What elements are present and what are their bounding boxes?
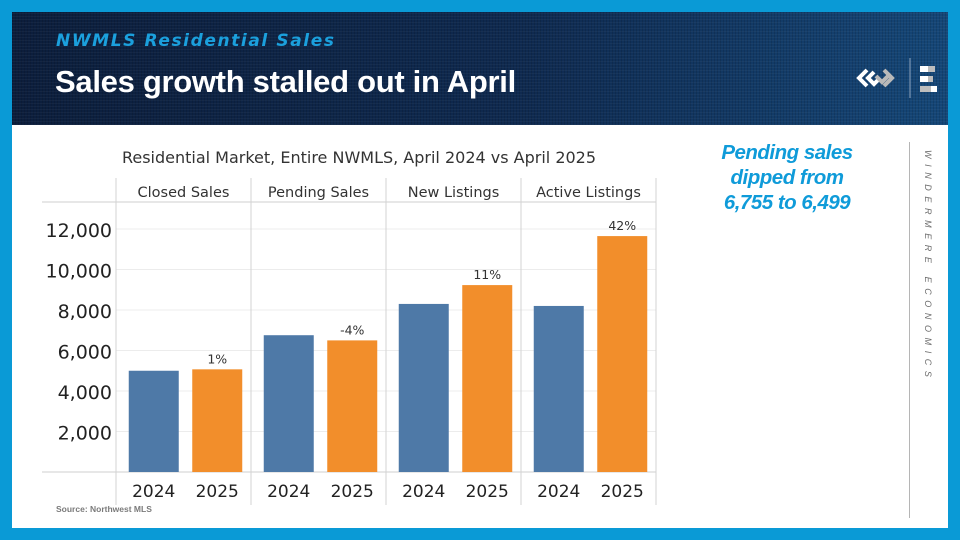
bar-2025 <box>462 285 513 472</box>
bar-2025 <box>327 340 378 472</box>
bar-2025 <box>192 369 243 472</box>
header-kicker: NWMLS Residential Sales <box>56 31 336 51</box>
diamond-mark-icon <box>856 68 895 88</box>
change-label: -4% <box>340 322 364 337</box>
bar-2025 <box>597 236 648 472</box>
y-tick-label: 4,000 <box>58 382 112 404</box>
bar-2024 <box>263 335 314 472</box>
x-tick-label: 2024 <box>267 482 310 502</box>
category-header: New Listings <box>408 185 500 201</box>
y-tick-label: 12,000 <box>46 220 112 242</box>
source-note: Source: Northwest MLS <box>56 504 152 514</box>
x-tick-label: 2025 <box>601 482 644 502</box>
slide-title: Sales growth stalled out in April <box>55 64 516 99</box>
economics-e-icon <box>920 66 937 92</box>
bar-2024 <box>398 303 449 472</box>
category-header: Active Listings <box>536 185 641 201</box>
x-tick-label: 2024 <box>402 482 445 502</box>
chart-title: Residential Market, Entire NWMLS, April … <box>122 148 596 167</box>
category-header: Closed Sales <box>138 185 230 201</box>
x-tick-label: 2025 <box>466 482 509 502</box>
side-divider <box>909 142 910 518</box>
bar-chart: Residential Market, Entire NWMLS, April … <box>42 148 657 505</box>
header-banner: NWMLS Residential Sales Sales growth sta… <box>12 12 948 125</box>
change-label: 11% <box>473 267 501 282</box>
category-header: Pending Sales <box>268 185 369 201</box>
change-label: 1% <box>207 351 227 366</box>
x-tick-label: 2025 <box>196 482 239 502</box>
slide-frame: NWMLS Residential Sales Sales growth sta… <box>12 12 948 528</box>
y-tick-label: 6,000 <box>58 342 112 364</box>
y-tick-label: 2,000 <box>58 423 112 445</box>
windermere-logo-icon <box>856 58 937 98</box>
callout-line: dipped from <box>730 166 844 189</box>
callout-line: 6,755 to 6,499 <box>723 191 851 214</box>
bar-2024 <box>128 370 179 472</box>
side-brand-label: WINDERMERE ECONOMICS <box>923 150 933 383</box>
bar-2024 <box>533 305 584 472</box>
x-tick-label: 2024 <box>132 482 175 502</box>
x-tick-label: 2024 <box>537 482 580 502</box>
callout-text: Pending sales dipped from 6,755 to 6,499 <box>692 140 882 215</box>
y-tick-label: 8,000 <box>58 301 112 323</box>
x-tick-label: 2025 <box>331 482 374 502</box>
y-tick-label: 10,000 <box>46 261 112 283</box>
callout-line: Pending sales <box>721 141 853 164</box>
change-label: 42% <box>608 218 636 233</box>
